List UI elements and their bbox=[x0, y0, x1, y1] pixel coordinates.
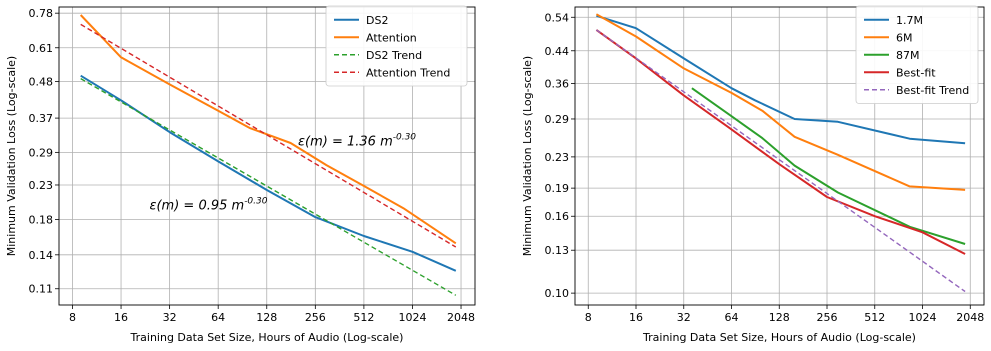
x-tick-label: 16 bbox=[114, 311, 128, 324]
x-tick-label: 16 bbox=[629, 311, 643, 324]
y-tick-label: 0.13 bbox=[545, 244, 570, 257]
series-line-attention bbox=[79, 14, 457, 245]
legend-label: Best-fit Trend bbox=[896, 84, 969, 97]
series-line-ds2-trend bbox=[80, 77, 457, 296]
legend-label: 1.7M bbox=[896, 14, 923, 27]
x-tick-label: 512 bbox=[353, 311, 374, 324]
x-tick-label: 256 bbox=[305, 311, 326, 324]
x-tick-label: 2048 bbox=[447, 311, 475, 324]
x-tick-label: 128 bbox=[256, 311, 277, 324]
series-line-best-fit-trend bbox=[595, 29, 966, 293]
y-tick-label: 0.16 bbox=[545, 210, 570, 223]
y-tick-label: 0.11 bbox=[29, 283, 54, 296]
series-line-best-fit bbox=[595, 29, 966, 255]
legend: 1.7M 6M 87M Best-fit Best-fit Trend bbox=[855, 5, 979, 104]
x-tick-label: 256 bbox=[817, 311, 838, 324]
legend-label: 87M bbox=[896, 49, 920, 62]
x-tick-label: 64 bbox=[725, 311, 739, 324]
x-tick-label: 8 bbox=[585, 311, 592, 324]
x-tick-label: 32 bbox=[163, 311, 177, 324]
grid bbox=[59, 7, 475, 305]
legend-box bbox=[325, 5, 468, 87]
x-tick-label: 2048 bbox=[956, 311, 984, 324]
y-axis-label: Minimum Validation Loss (Log-scale) bbox=[521, 56, 534, 256]
y-tick-label: 0.29 bbox=[29, 146, 54, 159]
legend-label: DS2 bbox=[366, 14, 388, 27]
series-line-attention-trend bbox=[80, 23, 457, 248]
y-tick-label: 0.61 bbox=[29, 42, 54, 55]
legend-label: DS2 Trend bbox=[366, 49, 422, 62]
legend-box bbox=[855, 5, 979, 104]
legend: DS2 Attention DS2 Trend Attention Trend bbox=[325, 5, 468, 87]
series-line-1-7m bbox=[596, 14, 966, 145]
x-tick-label: 512 bbox=[864, 311, 885, 324]
legend-label: Attention bbox=[366, 31, 417, 44]
chart-panel-2: 8 16 32 64 128 256 512 1024 2048 0.10 0.13 0.16 0.19… bbox=[521, 5, 985, 344]
fit-equation: ε(m) = 1.36 m-0.30 bbox=[298, 132, 416, 149]
x-tick-label: 1024 bbox=[398, 311, 426, 324]
series-line-ds2 bbox=[80, 74, 457, 272]
series-line-6m bbox=[595, 13, 966, 191]
chart-panel-1: 8 16 32 64 128 256 512 1024 2048 0.11 0.14 0.18 0.23… bbox=[5, 5, 476, 344]
y-tick-label: 0.48 bbox=[29, 75, 54, 88]
y-tick-label: 0.78 bbox=[29, 7, 54, 20]
y-axis-label: Minimum Validation Loss (Log-scale) bbox=[5, 56, 18, 256]
y-tick-label: 0.36 bbox=[545, 78, 570, 91]
y-tick-label: 0.44 bbox=[545, 45, 570, 58]
fit-equation: ε(m) = 0.95 m-0.30 bbox=[149, 197, 267, 214]
series-line-87m bbox=[691, 87, 966, 245]
x-tick-label: 1024 bbox=[909, 311, 937, 324]
x-tick-label: 128 bbox=[769, 311, 790, 324]
y-tick-label: 0.18 bbox=[29, 213, 54, 226]
x-tick-label: 8 bbox=[69, 311, 76, 324]
y-tick-label: 0.29 bbox=[545, 113, 570, 126]
y-tick-label: 0.19 bbox=[545, 182, 570, 195]
y-tick-label: 0.23 bbox=[545, 151, 570, 164]
y-tick-label: 0.37 bbox=[29, 112, 54, 125]
legend-label: 6M bbox=[896, 31, 913, 44]
x-tick-label: 64 bbox=[211, 311, 225, 324]
x-axis-label: Training Data Set Size, Hours of Audio (… bbox=[642, 331, 916, 344]
x-tick-label: 32 bbox=[677, 311, 691, 324]
y-tick-label: 0.10 bbox=[545, 287, 570, 300]
x-axis-label: Training Data Set Size, Hours of Audio (… bbox=[130, 331, 404, 344]
y-tick-label: 0.23 bbox=[29, 179, 54, 192]
y-tick-label: 0.14 bbox=[29, 249, 54, 262]
y-tick-label: 0.54 bbox=[545, 11, 570, 24]
legend-label: Attention Trend bbox=[366, 66, 450, 79]
legend-label: Best-fit bbox=[896, 66, 936, 79]
